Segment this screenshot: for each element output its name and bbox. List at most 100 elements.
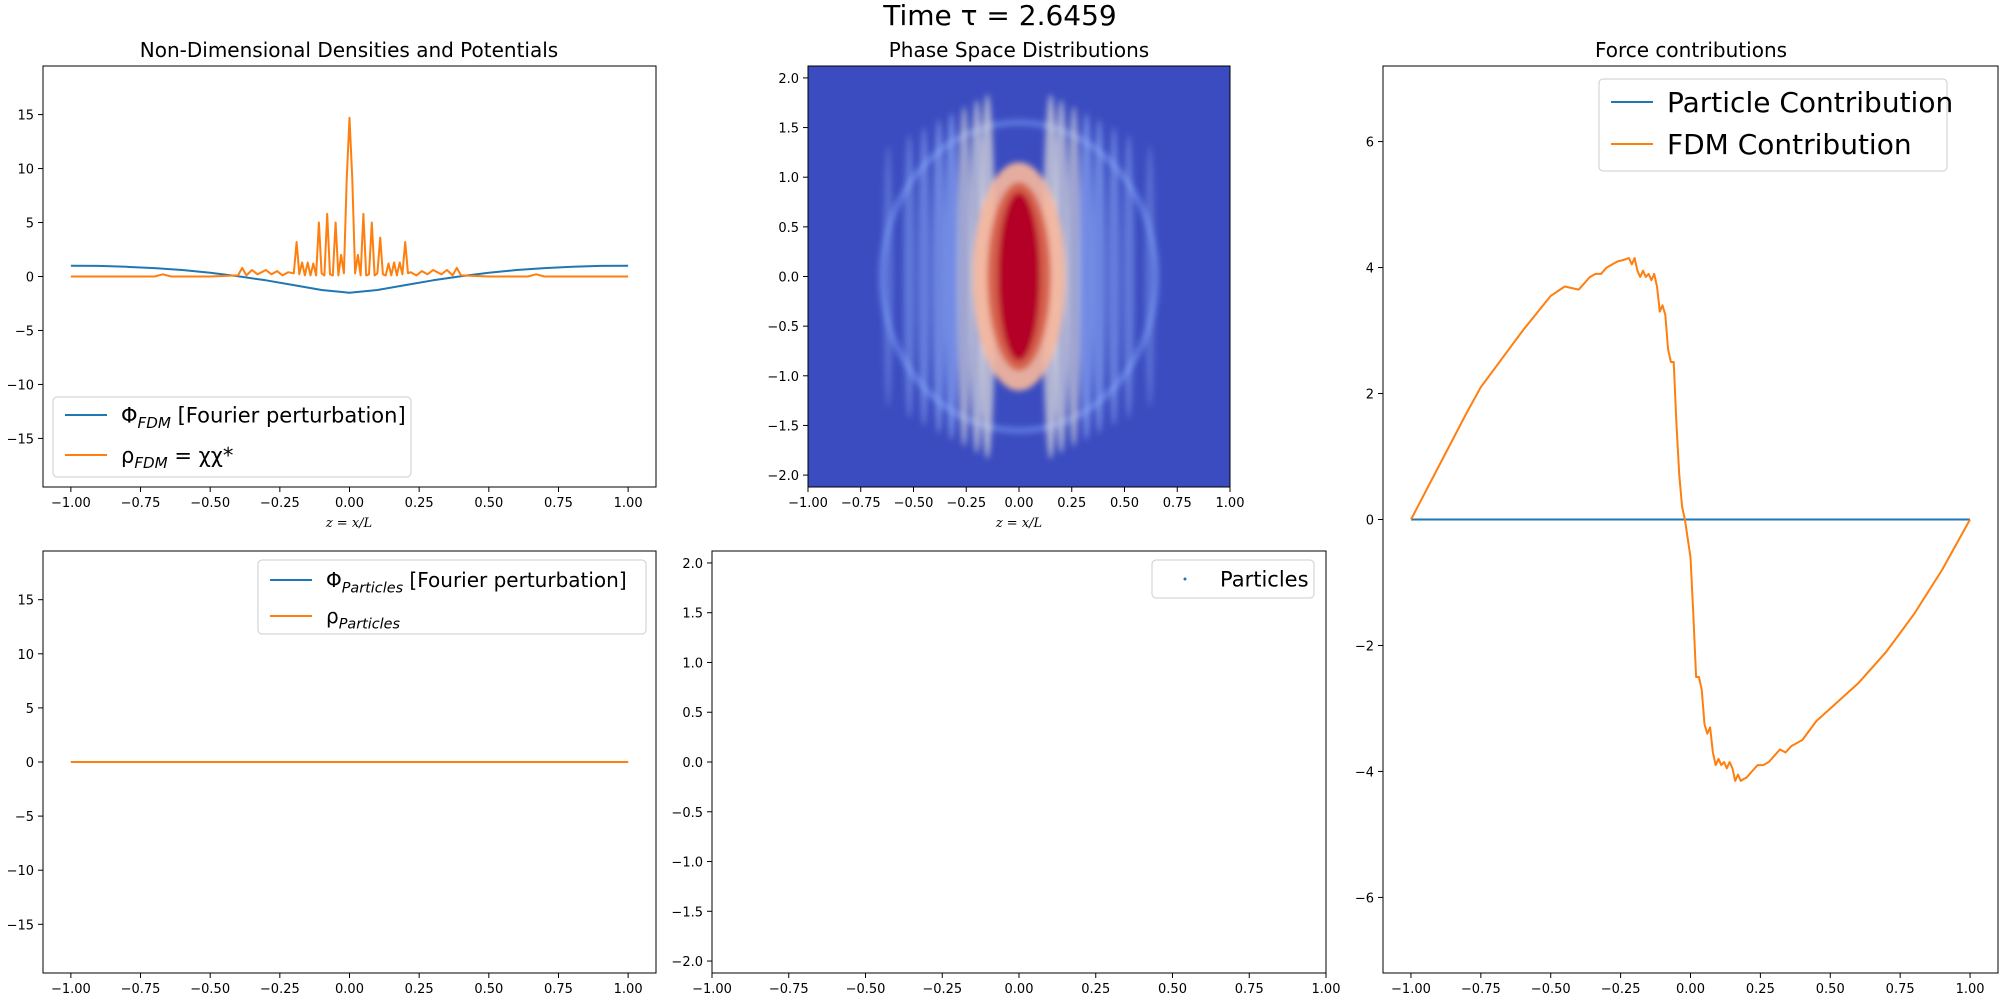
phase-space-heatmap bbox=[808, 66, 1230, 487]
phase_fdm-xtick-label: −1.00 bbox=[788, 496, 828, 511]
fdm-legend-label-1: ρFDM = χχ* bbox=[121, 443, 233, 472]
fdm-xtick-label: 0.50 bbox=[474, 496, 503, 511]
phase_fdm-xtick-label: −0.25 bbox=[946, 496, 986, 511]
phase_particles-xtick-label: 1.00 bbox=[1312, 982, 1341, 997]
panel-phase-particles-legend: Particles bbox=[1151, 559, 1315, 599]
force-ytick-label: −4 bbox=[1355, 765, 1374, 780]
fdm-ytick-label: 5 bbox=[26, 217, 34, 232]
panel-fdm-series bbox=[70, 116, 629, 294]
phase-heatmap-field bbox=[808, 66, 1230, 487]
force-ytick-label: −6 bbox=[1355, 891, 1374, 906]
phase_fdm-ytick-label: −1.0 bbox=[767, 370, 799, 385]
force-xtick-label: 0.75 bbox=[1886, 982, 1915, 997]
force-ytick-label: 0 bbox=[1366, 514, 1374, 529]
fdm-series-1-line bbox=[70, 116, 629, 278]
fdm-ytick-label: 10 bbox=[17, 163, 34, 178]
fdm-xtick-label: −1.00 bbox=[51, 496, 91, 511]
fdm-ytick-label: −10 bbox=[7, 378, 34, 393]
phase_particles-xtick-label: −0.25 bbox=[922, 982, 962, 997]
force-xtick-label: 0.25 bbox=[1746, 982, 1775, 997]
phase_particles-ytick-label: 1.0 bbox=[682, 656, 703, 671]
particles-ytick-label: −15 bbox=[7, 918, 34, 933]
fdm-ytick-label: 0 bbox=[26, 271, 34, 286]
phase_fdm-xtick-label: 1.00 bbox=[1216, 496, 1245, 511]
phase_particles-xtick-label: 0.25 bbox=[1081, 982, 1110, 997]
fdm-xtick-label: 1.00 bbox=[614, 496, 643, 511]
fdm-xtick-label: −0.75 bbox=[121, 496, 161, 511]
fdm-xtick-label: 0.00 bbox=[335, 496, 364, 511]
panel-fdm-legend: ΦFDM [Fourier perturbation] ρFDM = χχ* bbox=[52, 396, 412, 478]
phase-heatmap-stripe-12 bbox=[1092, 119, 1106, 434]
phase_particles-ytick-label: 2.0 bbox=[682, 557, 703, 572]
panel-force-legend: Particle Contribution FDM Contribution bbox=[1598, 78, 1953, 172]
phase_particles-xtick-label: 0.75 bbox=[1235, 982, 1264, 997]
phase_particles-xtick-label: −0.50 bbox=[846, 982, 886, 997]
phase-heatmap-stripes bbox=[878, 94, 1160, 459]
fdm-legend-box bbox=[52, 396, 412, 478]
force-xtick-label: −0.25 bbox=[1601, 982, 1641, 997]
phase_particles-legend-swatch-0 bbox=[1183, 577, 1187, 581]
phase_fdm-ytick-label: −0.5 bbox=[767, 320, 799, 335]
fdm-series-0-line bbox=[70, 264, 629, 294]
phase_fdm-xtick-label: −0.75 bbox=[841, 496, 881, 511]
phase-heatmap-stripe-2 bbox=[917, 127, 931, 426]
force-ytick-label: 4 bbox=[1366, 262, 1374, 277]
particles-ytick-label: 0 bbox=[26, 756, 34, 771]
phase_fdm-ytick-label: 2.0 bbox=[778, 72, 799, 87]
panel-force-contributions: Force contributions −1.00 −0.75 −0.50 −0.25… bbox=[1355, 38, 1999, 997]
particles-xtick-label: −1.00 bbox=[51, 982, 91, 997]
phase-heatmap-stripe-0 bbox=[883, 145, 894, 408]
phase_particles-xtick-label: 0.50 bbox=[1158, 982, 1187, 997]
panel-force-title: Force contributions bbox=[1595, 38, 1787, 62]
phase_fdm-ytick-label: −2.0 bbox=[767, 469, 799, 484]
particles-xtick-label: 0.50 bbox=[474, 982, 503, 997]
phase-heatmap-stripe-3 bbox=[932, 119, 946, 434]
panel-force-series bbox=[1410, 257, 1971, 782]
particles-xtick-label: 0.75 bbox=[544, 982, 573, 997]
phase_fdm-ytick-label: 0.0 bbox=[778, 271, 799, 286]
fdm-xtick-label: 0.75 bbox=[544, 496, 573, 511]
force-xtick-label: −1.00 bbox=[1391, 982, 1431, 997]
phase_particles-ytick-label: 0.0 bbox=[682, 756, 703, 771]
phase_fdm-xtick-label: 0.25 bbox=[1057, 496, 1086, 511]
particles-xtick-label: −0.25 bbox=[260, 982, 300, 997]
particles-xtick-label: −0.50 bbox=[190, 982, 230, 997]
panel-particles-axes: −1.00 −0.75 −0.50 −0.25 0.00 0.25 0.50 0.75 1.00… bbox=[7, 550, 657, 997]
force-ytick-label: 6 bbox=[1366, 136, 1374, 151]
phase-heatmap-stripe-13 bbox=[1107, 127, 1121, 426]
force-series-1-line bbox=[1410, 257, 1971, 782]
panel-phase-space-particles: −1.00 −0.75 −0.50 −0.25 0.00 0.25 0.50 0.75 1.00… bbox=[671, 550, 1341, 997]
panel-particles-legend: ΦParticles [Fourier perturbation] ρPartic… bbox=[257, 559, 647, 635]
force-legend-box bbox=[1598, 78, 1948, 172]
phase_particles-xtick-label: −1.00 bbox=[692, 982, 732, 997]
phase-heatmap-stripe-11 bbox=[1079, 112, 1094, 441]
phase-heatmap-stripe-10 bbox=[1066, 106, 1082, 447]
particles-xtick-label: 1.00 bbox=[614, 982, 643, 997]
force-ytick-label: −2 bbox=[1355, 639, 1374, 654]
phase_particles-ytick-label: 0.5 bbox=[682, 706, 703, 721]
phase_particles-frame bbox=[711, 550, 1327, 974]
phase_particles-ytick-label: −0.5 bbox=[671, 806, 703, 821]
phase_particles-ytick-label: −1.0 bbox=[671, 856, 703, 871]
fdm-xtick-label: 0.25 bbox=[405, 496, 434, 511]
force-xtick-label: 1.00 bbox=[1956, 982, 1985, 997]
panel-phase-space-fdm: Phase Space Distributions −1.00 −0.75 −0.5… bbox=[767, 38, 1244, 531]
panel-phase-title: Phase Space Distributions bbox=[889, 38, 1149, 62]
particles-xtick-label: −0.75 bbox=[121, 982, 161, 997]
phase_particles-legend-label-0: Particles bbox=[1220, 567, 1309, 591]
phase_particles-xtick-label: 0.00 bbox=[1005, 982, 1034, 997]
phase_fdm-ytick-label: 1.5 bbox=[778, 122, 799, 137]
phase-heatmap-stripe-15 bbox=[1144, 145, 1155, 408]
panel-fdm-title: Non-Dimensional Densities and Potentials bbox=[140, 38, 558, 62]
fdm-xtick-label: −0.50 bbox=[190, 496, 230, 511]
phase_particles-ytick-label: −1.5 bbox=[671, 905, 703, 920]
figure-suptitle: Time τ = 2.6459 bbox=[882, 0, 1117, 32]
particles-xtick-label: 0.00 bbox=[335, 982, 364, 997]
particles-legend-box bbox=[257, 559, 647, 635]
particles-ytick-label: −5 bbox=[15, 810, 34, 825]
particles-legend-label-0: ΦParticles [Fourier perturbation] bbox=[326, 568, 627, 597]
fdm-legend-label-0: ΦFDM [Fourier perturbation] bbox=[121, 403, 406, 432]
fdm-ytick-label: −15 bbox=[7, 432, 34, 447]
phase_fdm-ytick-label: 1.0 bbox=[778, 171, 799, 186]
